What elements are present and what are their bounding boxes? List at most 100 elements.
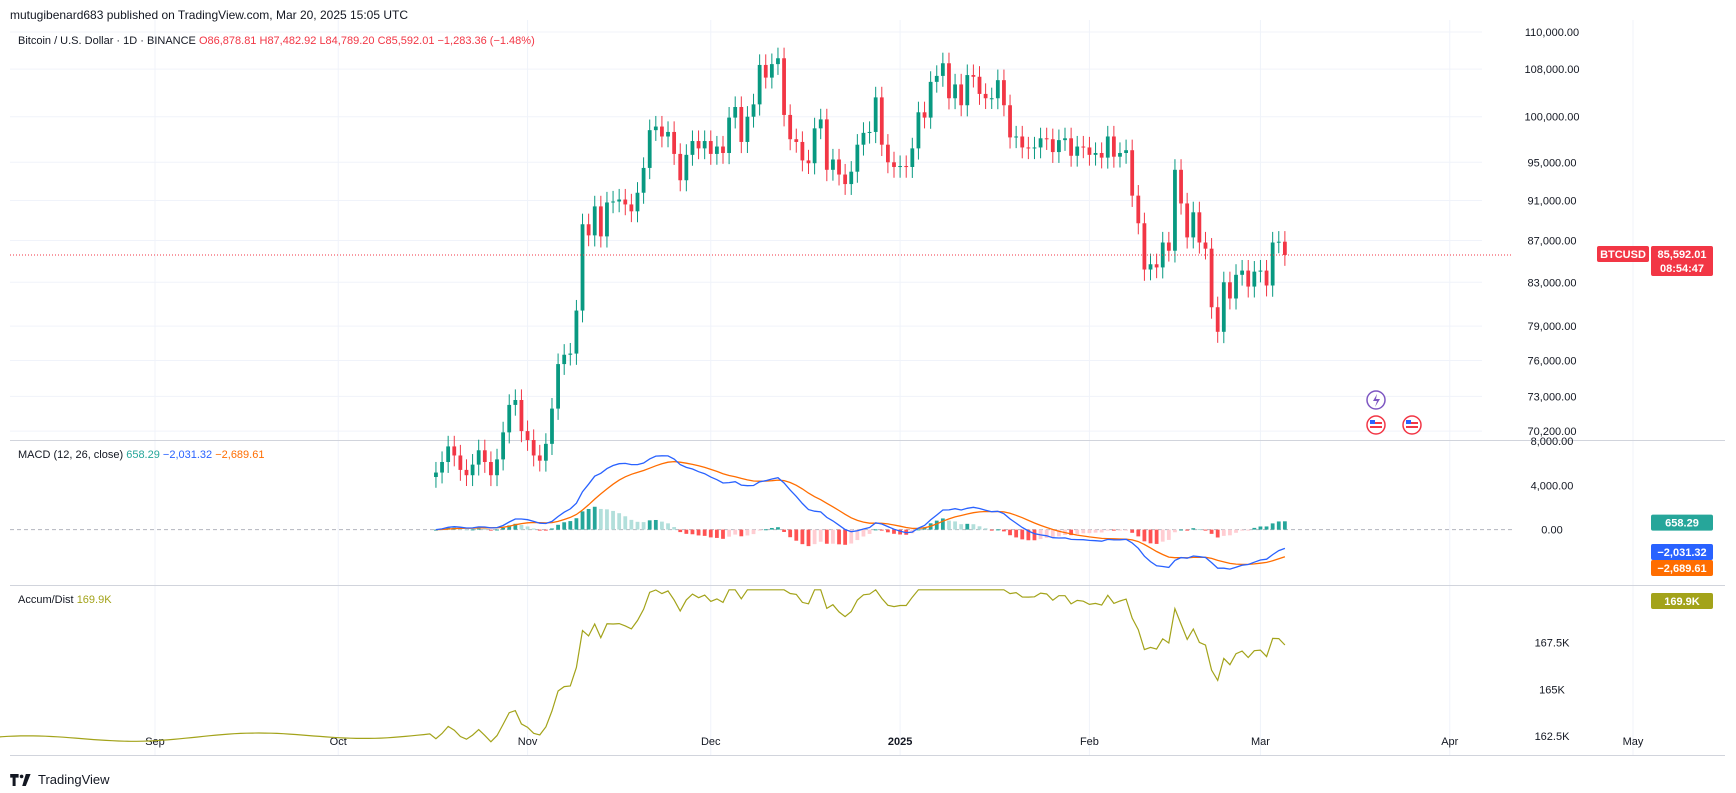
price-tick-label: 76,000.00 [1528,356,1577,368]
macd-hist-bar [1258,526,1263,530]
legend-part: −1,283.36 (−1.48%) [438,35,535,47]
legend-part: L84,789.20 [319,35,377,47]
candle-body [1118,152,1122,157]
candle [605,191,609,248]
macd-hist-bar [800,529,805,545]
candle [1185,192,1190,249]
candle-body [1087,147,1092,155]
price-tick-label: 79,000.00 [1528,321,1577,333]
macd-hist-bar [1240,529,1245,531]
footer-brand-label: TradingView [38,772,110,787]
candle [1221,271,1226,344]
macd-hist-bar [476,528,481,530]
candle [446,435,451,473]
candle-body [898,166,903,168]
candle-body [916,112,921,149]
candle-body [788,114,793,140]
x-tick-label: Oct [330,736,347,748]
candle-body [464,469,469,476]
macd-hist-bar [666,523,670,530]
candle-body [739,106,744,142]
candle-body [977,76,982,94]
candle-body [568,353,573,355]
candle-body [1240,270,1245,275]
candle-body [824,119,829,170]
macd-tick-label: 0.00 [1541,525,1562,537]
candle [598,195,603,248]
candle-body [922,112,927,118]
macd-hist-bar [1166,529,1171,540]
candle [489,451,493,487]
macd-hist-bar [1160,529,1165,542]
legend-part: Bitcoin / U.S. Dollar · 1D · BINANCE [18,35,199,47]
candle-body [476,450,481,465]
candle-body [519,400,524,432]
candle-body [947,63,951,99]
candle [1258,259,1263,283]
macd-legend-part: −2,689.61 [215,449,264,461]
candle-body [1203,242,1208,249]
macd-hist-bar [977,526,982,530]
macd-hist-bar [678,529,683,533]
candle-body [1185,203,1190,238]
footer-brand[interactable]: TradingView [10,772,110,787]
candle-body [806,160,811,164]
macd-hist-bar [1173,529,1177,533]
macd-hist-bar [959,524,964,530]
macd-hist-bar [1087,529,1092,534]
candle-body [965,75,970,106]
signal-line [435,460,1286,566]
candle-body [598,206,603,237]
candle [940,52,945,87]
candle-body [1038,138,1043,148]
candle-body [751,104,756,117]
macd-hist-bar [1002,529,1006,532]
candle-body [782,58,786,115]
macd-hist-bar [818,529,823,542]
candle [629,193,634,223]
candle-body [513,400,518,405]
candle-body [1026,147,1031,149]
candle [1020,125,1025,159]
candle [934,65,939,93]
macd-hist-bar [794,529,799,541]
macd-hist-bar [1069,529,1074,536]
candle-body [867,131,872,133]
candle [763,54,768,89]
price-tick-label: 100,000.00 [1524,112,1579,124]
candle-body [495,459,499,476]
macd-hist-bar [1099,529,1104,533]
symbol-tag-label: BTCUSD [1600,249,1646,261]
candle [513,389,518,416]
macd-hist-bar [1142,529,1147,542]
candle [1173,159,1177,263]
candle [1093,142,1098,166]
accum-dist-line [0,588,1286,743]
macd-hist-bar [788,529,793,538]
candle-body [672,131,677,154]
candle-body [678,153,683,181]
macd-hist-bar [1014,529,1019,538]
candle [708,130,713,165]
candle-body [855,144,860,172]
macd-hist-bar [1044,529,1049,538]
candle-body [1130,150,1135,196]
macd-hist-bar [672,527,677,530]
macd-hist-bar [824,529,829,544]
candle [879,86,884,157]
accum-dist-pane [0,588,1286,743]
macd-value-label: 658.29 [1665,518,1699,530]
candle [1179,159,1183,215]
candle [592,195,597,247]
candle-body [470,464,475,476]
candle [434,461,438,488]
legend-part: O86,878.81 [199,35,260,47]
macd-hist-bar [543,529,548,531]
candle-body [696,141,701,149]
candle-body [440,462,444,473]
candle [892,151,896,178]
macd-hist-bar [1118,529,1122,531]
candle-body [1099,152,1104,158]
candle-body [714,146,719,154]
